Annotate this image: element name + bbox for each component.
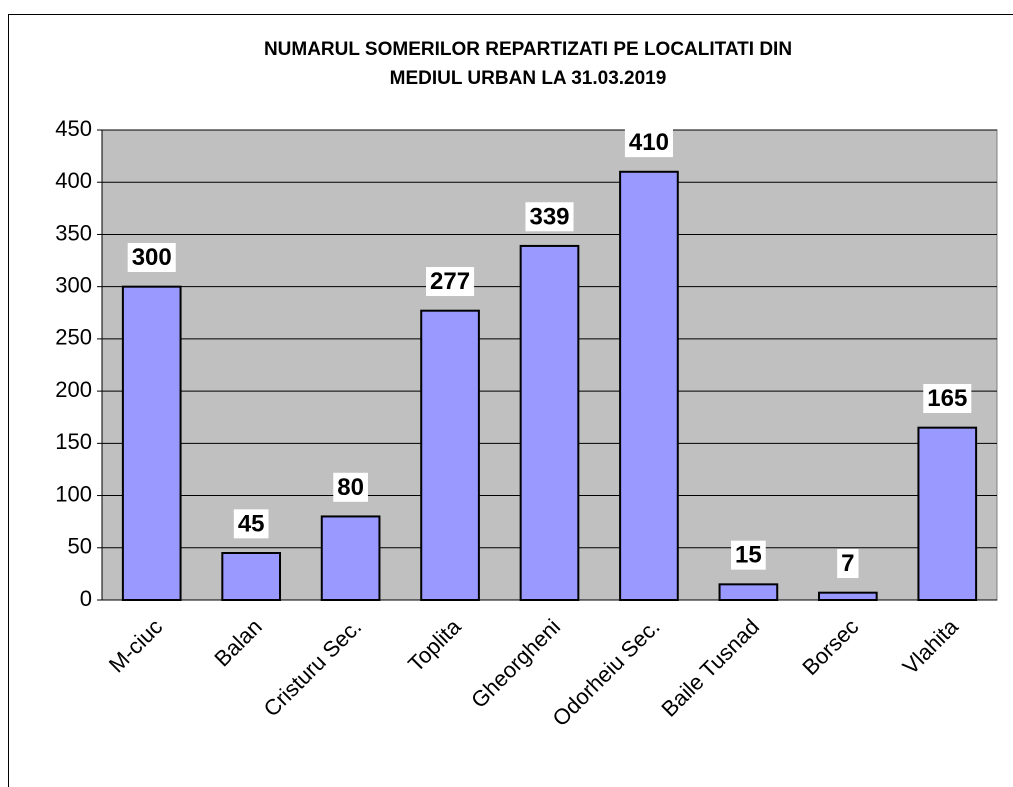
chart-title: NUMARUL SOMERILOR REPARTIZATI PE LOCALIT… bbox=[264, 39, 792, 60]
y-tick-label: 100 bbox=[55, 481, 92, 506]
y-tick-label: 350 bbox=[55, 220, 92, 245]
y-tick-label: 150 bbox=[55, 429, 92, 454]
y-tick-label: 250 bbox=[55, 325, 92, 350]
data-label-background bbox=[624, 128, 673, 158]
data-label: 277 bbox=[430, 268, 470, 295]
data-label: 45 bbox=[238, 510, 265, 537]
data-label-background bbox=[923, 384, 972, 414]
bar bbox=[619, 170, 679, 601]
y-tick-label: 0 bbox=[80, 586, 92, 611]
y-tick-label: 300 bbox=[55, 272, 92, 297]
data-label-background bbox=[333, 472, 368, 502]
data-label: 339 bbox=[529, 203, 569, 230]
bar bbox=[519, 244, 580, 602]
y-tick-label: 400 bbox=[55, 168, 92, 193]
data-label-background bbox=[426, 267, 475, 297]
data-label-background bbox=[127, 243, 176, 273]
y-tick-label: 450 bbox=[55, 116, 92, 141]
data-label-background bbox=[731, 540, 766, 570]
data-label: 80 bbox=[337, 474, 364, 501]
bar bbox=[420, 309, 480, 601]
bar bbox=[121, 285, 182, 601]
bar bbox=[221, 552, 282, 601]
data-label-background bbox=[837, 549, 859, 579]
bar bbox=[320, 515, 381, 602]
chart-title: MEDIUL URBAN LA 31.03.2019 bbox=[390, 68, 667, 89]
bar bbox=[817, 591, 878, 602]
y-tick-label: 50 bbox=[68, 534, 92, 559]
data-label: 7 bbox=[841, 550, 854, 577]
data-label: 410 bbox=[629, 129, 669, 156]
data-label-background bbox=[525, 202, 574, 232]
data-label: 300 bbox=[132, 244, 172, 271]
bar bbox=[718, 583, 779, 601]
data-label: 165 bbox=[927, 385, 967, 412]
data-label-background bbox=[233, 509, 269, 539]
data-label: 15 bbox=[735, 542, 762, 569]
bar bbox=[917, 426, 978, 601]
y-tick-label: 200 bbox=[55, 377, 92, 402]
